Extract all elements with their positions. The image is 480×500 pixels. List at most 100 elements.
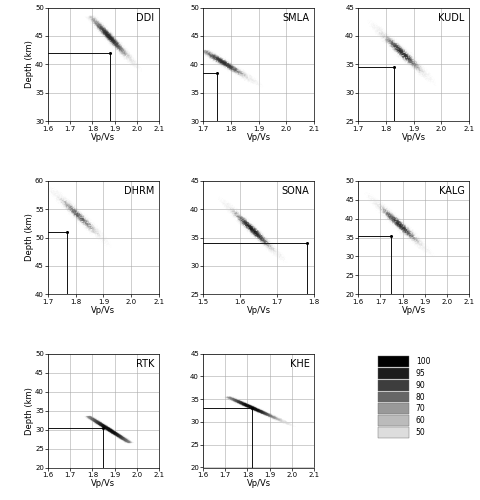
Point — [244, 404, 252, 412]
Point — [291, 424, 299, 432]
Point — [261, 242, 268, 250]
Point — [252, 404, 259, 412]
Point — [405, 64, 413, 72]
Point — [120, 436, 127, 444]
Point — [101, 240, 108, 248]
Point — [372, 210, 380, 218]
Point — [406, 54, 414, 62]
Point — [108, 36, 116, 44]
Point — [100, 30, 108, 38]
Point — [283, 422, 290, 430]
Point — [200, 51, 208, 59]
Point — [85, 414, 93, 422]
Point — [454, 272, 461, 280]
Point — [293, 424, 301, 432]
Point — [301, 426, 309, 434]
Point — [90, 421, 97, 429]
Point — [95, 27, 103, 35]
Point — [383, 31, 391, 39]
Point — [221, 58, 229, 66]
Point — [97, 420, 105, 428]
Point — [435, 255, 443, 263]
Point — [122, 258, 130, 266]
Point — [258, 234, 266, 242]
Point — [415, 66, 422, 74]
Point — [292, 426, 300, 434]
Point — [126, 44, 134, 52]
Point — [292, 272, 300, 280]
Point — [137, 276, 144, 284]
Point — [117, 47, 125, 55]
Point — [268, 90, 276, 98]
Point — [129, 56, 136, 64]
Point — [266, 412, 274, 420]
Point — [450, 95, 457, 103]
Point — [219, 57, 227, 65]
Point — [63, 196, 71, 204]
Point — [146, 278, 154, 285]
Point — [96, 422, 104, 430]
Point — [401, 224, 408, 232]
Point — [426, 248, 433, 256]
Point — [269, 414, 276, 422]
Point — [109, 428, 117, 436]
Point — [226, 214, 233, 222]
Point — [251, 72, 258, 80]
Point — [249, 229, 257, 237]
Point — [390, 47, 398, 55]
Point — [118, 431, 126, 439]
Point — [94, 226, 101, 234]
Point — [377, 34, 385, 42]
Point — [252, 407, 259, 415]
Point — [422, 244, 430, 252]
Point — [141, 274, 149, 281]
Point — [302, 109, 310, 117]
Point — [89, 413, 96, 421]
Point — [440, 97, 447, 105]
Point — [230, 68, 238, 76]
Point — [272, 90, 280, 98]
Point — [419, 243, 427, 251]
Point — [105, 426, 113, 434]
Point — [138, 68, 145, 76]
Point — [203, 192, 211, 200]
Point — [365, 24, 372, 32]
Point — [272, 250, 279, 258]
Point — [99, 25, 107, 33]
Point — [96, 421, 104, 429]
Point — [277, 418, 285, 426]
Point — [276, 418, 284, 426]
Point — [287, 418, 295, 426]
Point — [87, 12, 95, 20]
Point — [358, 186, 365, 194]
Point — [125, 438, 132, 446]
Point — [102, 424, 109, 432]
Point — [89, 16, 96, 24]
Point — [114, 252, 121, 260]
Point — [111, 247, 119, 255]
Point — [370, 19, 378, 27]
Point — [428, 250, 435, 258]
Point — [116, 250, 123, 258]
Point — [285, 260, 292, 268]
Point — [227, 208, 235, 216]
Point — [281, 256, 288, 264]
Point — [96, 419, 103, 427]
Point — [230, 66, 238, 74]
Point — [240, 219, 248, 227]
Point — [431, 250, 438, 258]
Point — [438, 260, 446, 268]
Point — [121, 437, 129, 445]
Point — [222, 396, 230, 404]
Point — [85, 418, 93, 426]
Point — [107, 428, 115, 436]
Point — [90, 18, 98, 25]
Point — [119, 54, 127, 62]
Point — [458, 104, 466, 112]
Point — [445, 92, 453, 100]
Point — [263, 412, 271, 420]
Point — [280, 103, 288, 111]
Point — [262, 408, 270, 416]
Point — [252, 403, 260, 411]
Point — [90, 221, 98, 229]
